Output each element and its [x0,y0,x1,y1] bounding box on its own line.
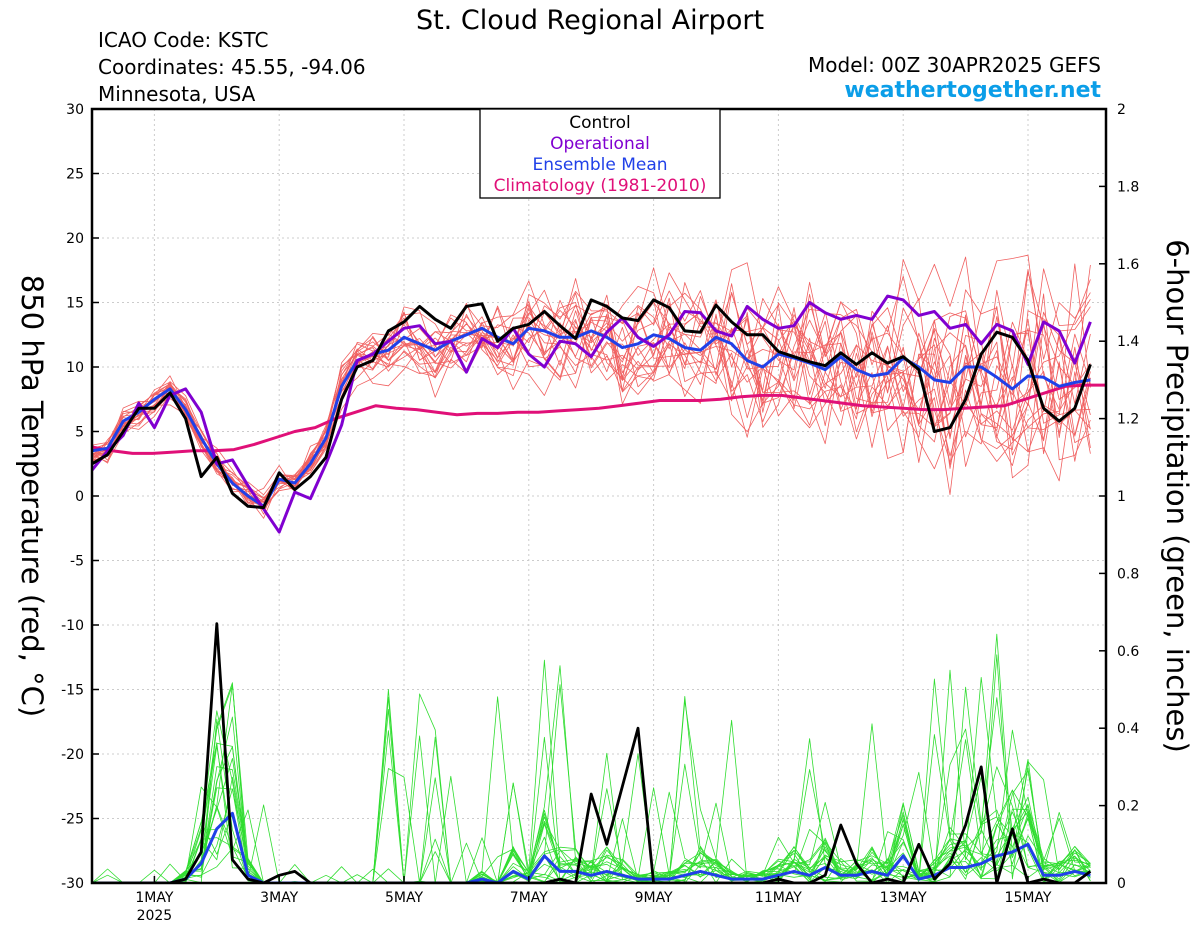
temp-members [92,254,1091,519]
temp-member-line [92,301,1091,499]
y2-tick-label: 1.2 [1117,412,1139,428]
legend-operational: Operational [550,134,650,154]
y-tick-label: -15 [61,683,84,699]
y-tick-label: -20 [61,747,84,763]
legend-control: Control [569,113,630,133]
y-tick-label: 30 [66,102,84,118]
chart-title: St. Cloud Regional Airport [416,5,764,36]
x-tick-label: 13MAY [880,890,927,906]
legend-ensemble-mean: Ensemble Mean [532,155,667,175]
y-tick-label: 25 [66,167,84,183]
temp-control-line [92,298,1092,510]
y2-tick-label: 0 [1117,876,1126,892]
x-tick-label: 9MAY [635,890,673,906]
y2-tick-label: 0.8 [1117,566,1139,582]
y-tick-label: -25 [61,812,84,828]
y-axis-right: 2 1.8 1.6 1.4 1.2 1 0.8 0.6 0.4 0.2 0 [1099,102,1139,892]
temp-operational-line [92,294,1092,534]
site-link[interactable]: weathertogether.net [844,78,1101,103]
climatology-line [92,383,1106,455]
temp-member-line [92,272,1091,500]
x-tick-label: 15MAY [1005,890,1052,906]
y2-tick-label: 1.8 [1117,179,1139,195]
location: Minnesota, USA [98,82,256,106]
legend-climatology: Climatology (1981-2010) [494,176,707,196]
x-tick-sublabel: 2025 [137,908,173,924]
temp-member-line [92,271,1091,504]
temp-member-line [92,264,1091,498]
x-axis: 1MAY 2025 3MAY 5MAY 7MAY 9MAY 11MAY 13MAY 15MAY [135,876,1052,924]
y-tick-label: 20 [66,231,84,247]
x-tick-label: 7MAY [510,890,548,906]
precip-member-line [92,659,1091,883]
y2-tick-label: 0.4 [1117,721,1139,737]
y-tick-label: 0 [75,489,84,505]
x-tick-label: 11MAY [755,890,802,906]
y-tick-label: 15 [66,296,84,312]
grid-lines [92,108,1106,884]
y2-tick-label: 1.6 [1117,257,1139,273]
y-tick-label: -30 [61,876,84,892]
y-tick-label: -10 [61,618,84,634]
precip-control-line [92,622,1092,883]
y-tick-label: -5 [70,554,84,570]
temp-member-line [92,268,1091,503]
y-tick-label: 10 [66,360,84,376]
y2-tick-label: 1.4 [1117,334,1139,350]
x-tick-label: 3MAY [260,890,298,906]
x-tick-label: 1MAY [135,890,173,906]
x-tick-label: 5MAY [385,890,423,906]
legend: Control Operational Ensemble Mean Climat… [479,108,721,199]
y2-tick-label: 0.2 [1117,799,1139,815]
y2-tick-label: 0.6 [1117,644,1139,660]
precip-member-line [92,654,1091,883]
y2-tick-label: 1 [1117,489,1126,505]
y2-tick-label: 2 [1117,102,1126,118]
model-run: Model: 00Z 30APR2025 GEFS [808,53,1101,77]
icao-code: ICAO Code: KSTC [98,28,268,52]
y-tick-label: 5 [75,425,84,441]
y-axis-label: 850 hPa Temperature (red, °C) [15,275,49,717]
y2-axis-label: 6-hour Precipitation (green, inches) [1160,239,1194,753]
legend-box [479,108,721,199]
y-axis-left: 30 25 20 15 10 5 0 -5 -10 -15 -20 -25 -30 [61,102,99,892]
main-series [92,294,1106,883]
coordinates: Coordinates: 45.55, -94.06 [98,55,366,79]
